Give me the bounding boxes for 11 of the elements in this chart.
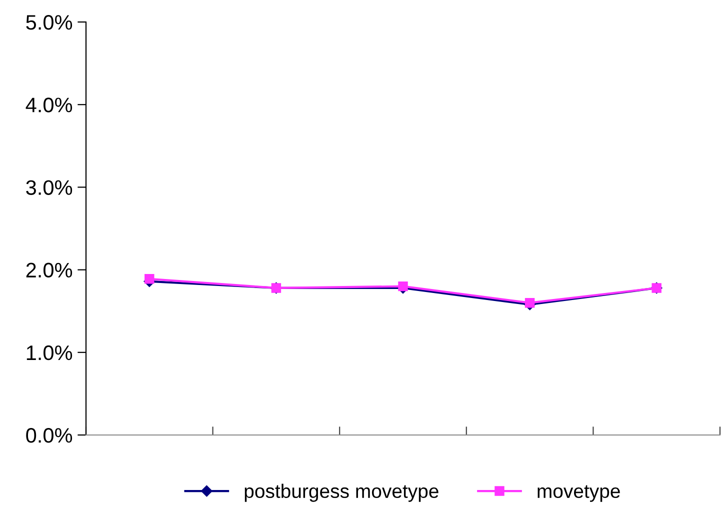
point bbox=[398, 281, 408, 292]
y-tick-label: 1.0% bbox=[26, 345, 72, 360]
point bbox=[144, 274, 154, 284]
y-tick-label: 4.0% bbox=[26, 98, 72, 112]
legend-label: movetype bbox=[538, 485, 620, 502]
y-tick-label: 3.0% bbox=[26, 180, 72, 195]
point bbox=[524, 298, 535, 308]
y-tick-label: 5.0% bbox=[26, 15, 72, 30]
y-tick-label: 2.0% bbox=[26, 262, 72, 278]
legend-label: postburgess movetype bbox=[244, 484, 438, 502]
y-tick-label: 0.0% bbox=[26, 428, 72, 443]
